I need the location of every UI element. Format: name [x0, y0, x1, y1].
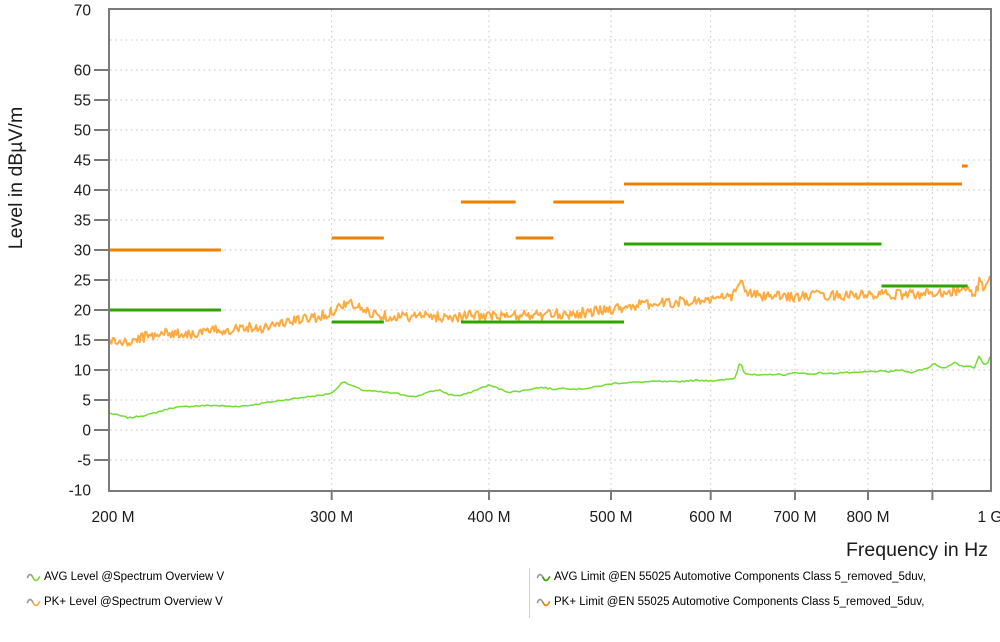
y-tick-label: 30 [74, 243, 92, 260]
y-tick-label: -5 [77, 453, 91, 470]
legend-item-pk-level: PK+ Level @Spectrum Overview V [26, 595, 223, 609]
legend-item-label: PK+ Level @Spectrum Overview V [44, 596, 223, 608]
y-tick-label: -10 [69, 483, 92, 500]
legend-item-label: AVG Limit @EN 55025 Automotive Component… [554, 571, 926, 583]
x-tick-label: 200 M [91, 509, 134, 526]
y-tick-label: 50 [74, 123, 92, 140]
y-tick-label: 70 [74, 3, 92, 20]
y-tick-label: 20 [74, 303, 92, 320]
legend-item-label: AVG Level @Spectrum Overview V [44, 571, 225, 583]
y-tick-label: 40 [74, 183, 92, 200]
y-tick-label: 25 [74, 273, 91, 290]
x-tick-label: 700 M [773, 509, 816, 526]
y-tick-label: 0 [82, 423, 91, 440]
x-tick-label: 400 M [467, 509, 510, 526]
avg-trace [109, 355, 991, 420]
y-tick-label: 45 [74, 153, 91, 170]
legend-item-label: PK+ Limit @EN 55025 Automotive Component… [554, 596, 925, 608]
y-tick-label: 35 [74, 213, 91, 230]
y-tick-label: 15 [74, 333, 91, 350]
legend-item-pk-limit: PK+ Limit @EN 55025 Automotive Component… [536, 595, 924, 609]
y-axis-title: Level in dBµV/m [5, 107, 27, 249]
x-tick-label: 500 M [589, 509, 632, 526]
pk-trace [109, 275, 991, 347]
legend-item-avg-limit: AVG Limit @EN 55025 Automotive Component… [536, 570, 926, 584]
y-tick-label: 60 [74, 63, 92, 80]
legend-divider [529, 568, 530, 618]
x-tick-label: 800 M [846, 509, 889, 526]
x-tick-label: 1 G [978, 509, 1000, 526]
y-tick-label: 55 [74, 93, 91, 110]
plot-frame [108, 8, 992, 492]
x-tick-label: 300 M [310, 509, 353, 526]
avg-limit-line-icon [536, 573, 551, 581]
y-tick-label: 5 [82, 393, 91, 410]
legend-item-avg-level: AVG Level @Spectrum Overview V [26, 570, 224, 584]
pk-limit-line-icon [536, 598, 551, 606]
x-tick-label: 600 M [689, 509, 732, 526]
x-axis-title: Frequency in Hz [846, 539, 988, 561]
avg-level-trace-icon [26, 573, 41, 581]
pk-level-trace-icon [26, 598, 41, 606]
y-tick-label: 10 [74, 363, 92, 380]
